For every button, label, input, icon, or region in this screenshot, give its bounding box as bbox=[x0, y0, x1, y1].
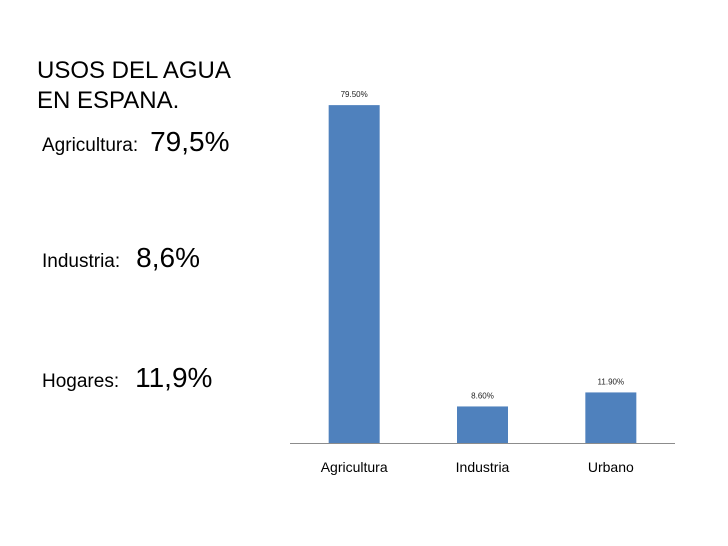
stat-label: Hogares bbox=[42, 371, 114, 392]
data-label-urbano: 11.90% bbox=[598, 377, 625, 386]
bar-agricultura bbox=[328, 105, 380, 443]
title-line-1: USOS DEL AGUA bbox=[37, 57, 231, 84]
x-tick-label-urbano: Urbano bbox=[588, 459, 634, 475]
stat-colon: : bbox=[113, 371, 120, 392]
x-tick-label-industria: Industria bbox=[456, 459, 510, 475]
stat-hogares: Hogares: 11,9% bbox=[42, 362, 212, 394]
x-tick-label-agricultura: Agricultura bbox=[321, 459, 388, 475]
stat-colon: : bbox=[114, 251, 121, 272]
stat-agricultura: Agricultura: 79,5% bbox=[42, 126, 230, 158]
stat-value: 8,6% bbox=[136, 242, 200, 273]
slide-title: USOS DEL AGUA EN ESPANA. bbox=[37, 56, 297, 116]
bar-industria bbox=[457, 406, 508, 443]
data-label-industria: 8.60% bbox=[471, 391, 494, 400]
stat-value: 11,9% bbox=[135, 362, 213, 393]
stat-industria: Industria: 8,6% bbox=[42, 242, 200, 274]
stat-label: Industria bbox=[42, 251, 115, 272]
stat-colon: : bbox=[132, 135, 139, 156]
title-line-2: EN ESPANA. bbox=[37, 87, 180, 114]
bar-urbano bbox=[585, 392, 637, 443]
stat-value: 79,5% bbox=[150, 126, 230, 157]
data-label-agricultura: 79.50% bbox=[341, 90, 368, 99]
stat-label: Agricultura bbox=[42, 135, 133, 156]
